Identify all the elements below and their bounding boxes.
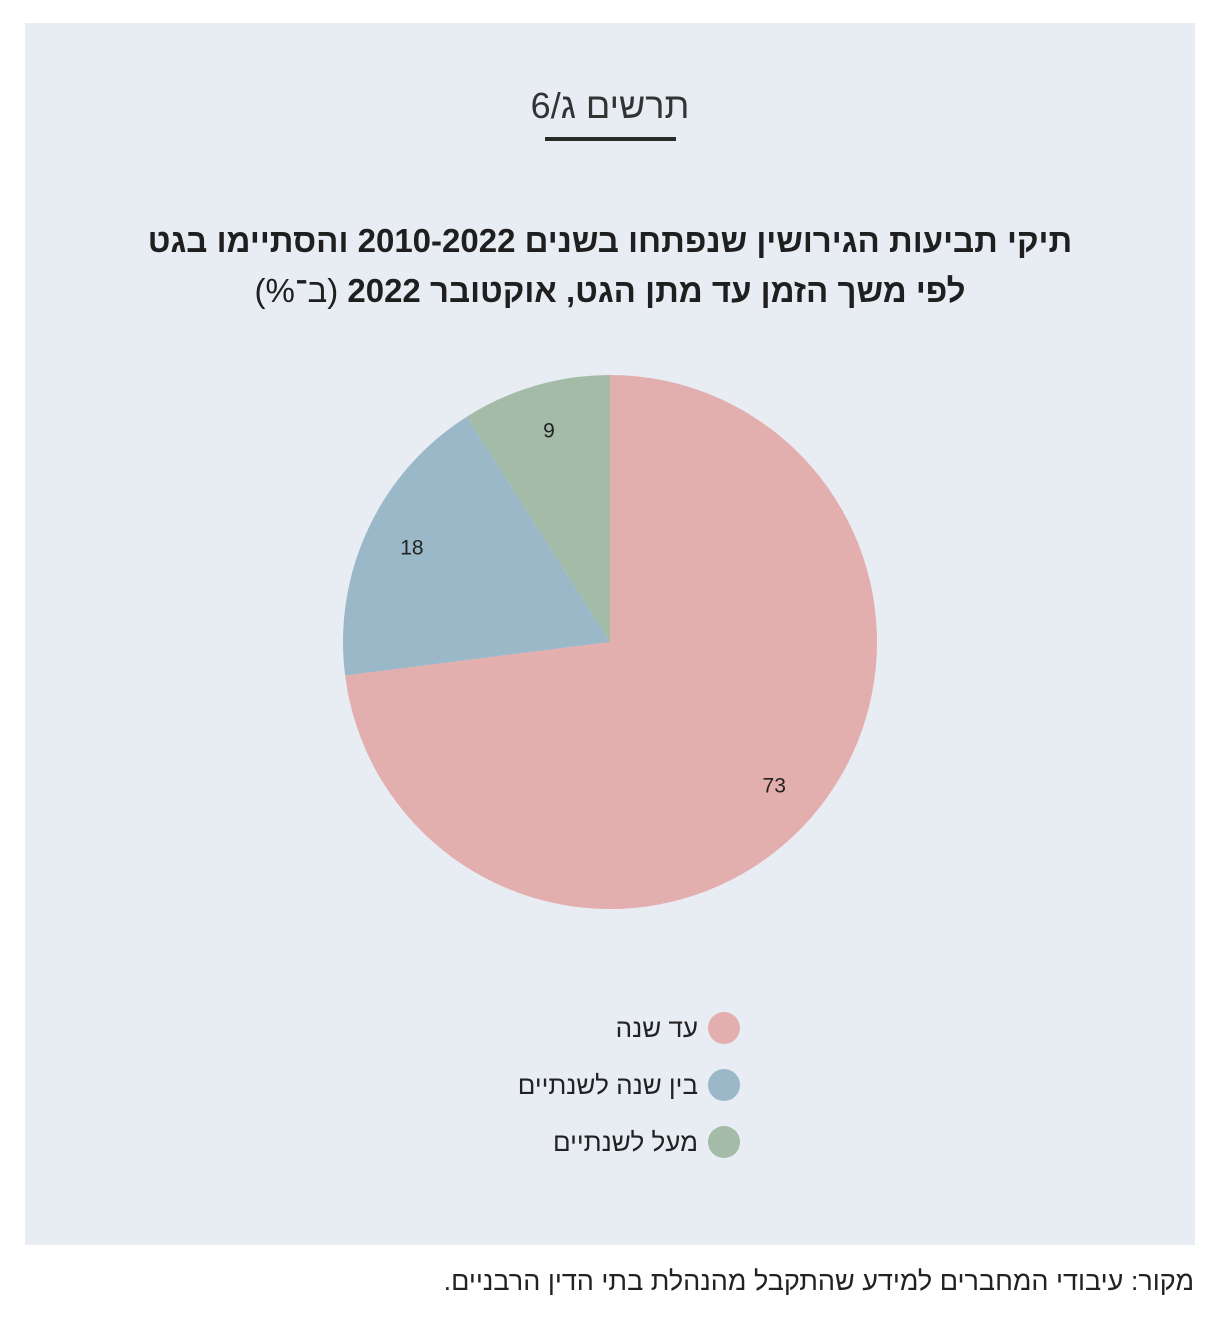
chart-title-unit: (ב־%) (254, 272, 339, 309)
legend-swatch-one-to-two-years (708, 1069, 740, 1101)
legend-item-one-to-two-years: בין שנה לשנתיים (518, 1065, 740, 1105)
chart-title-line-2-text: לפי משך הזמן עד מתן הגט, אוקטובר 2022 (347, 272, 966, 309)
figure-label: תרשים ג/6 (530, 85, 690, 126)
source-note: מקור: עיבודי המחברים למידע שהתקבל מהנהלת… (443, 1266, 1194, 1296)
pie-slice-up-to-year (345, 375, 878, 909)
legend-swatch-up-to-year (708, 1012, 740, 1044)
pie-chart: 73 18 9 (343, 375, 878, 909)
pie-slice-one-to-two-years (343, 416, 610, 676)
legend-swatch-over-two-years (708, 1126, 740, 1158)
legend-label-up-to-year: עד שנה (615, 1012, 698, 1043)
pie-slice-label-up-to-year: 73 (763, 774, 786, 797)
pie-slice-over-two-years (466, 375, 610, 642)
legend-item-over-two-years: מעל לשנתיים (553, 1122, 740, 1162)
pie-slice-label-over-two-years: 9 (543, 419, 555, 442)
chart-panel: תרשים ג/6 תיקי תביעות הגירושין שנפתחו בש… (25, 23, 1195, 1245)
legend-item-up-to-year: עד שנה (616, 1008, 740, 1048)
figure-label-underline (545, 137, 676, 141)
legend-label-one-to-two-years: בין שנה לשנתיים (517, 1069, 698, 1100)
chart-title-line-1: תיקי תביעות הגירושין שנפתחו בשנים 2010-2… (147, 222, 1073, 259)
pie-slice-label-one-to-two-years: 18 (400, 536, 423, 559)
legend-label-over-two-years: מעל לשנתיים (553, 1126, 698, 1157)
chart-title-line-2: לפי משך הזמן עד מתן הגט, אוקטובר 2022 (ב… (25, 266, 1195, 316)
